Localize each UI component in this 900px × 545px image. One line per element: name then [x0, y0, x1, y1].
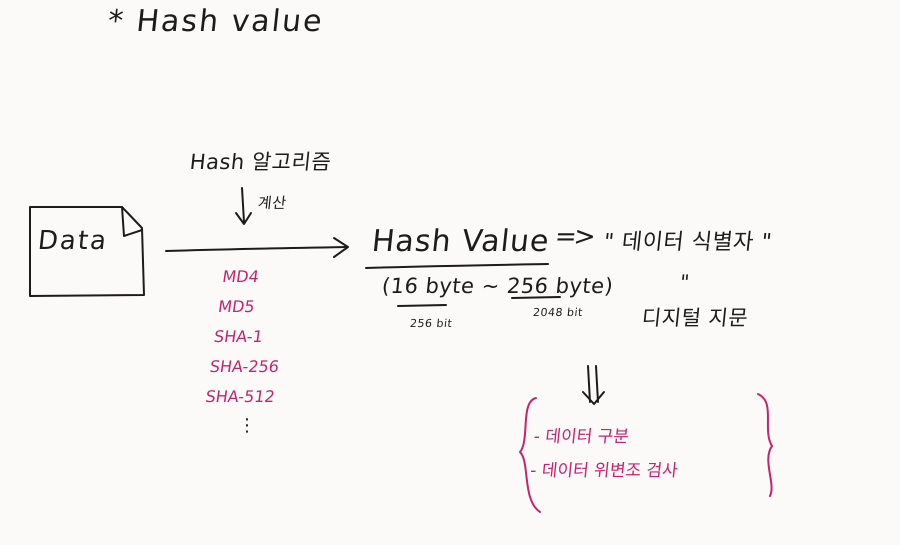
use-item: - 데이터 구분: [532, 427, 630, 447]
page-title: * Hash value: [106, 4, 326, 39]
digital-fingerprint-label: 디지털 지문: [640, 306, 750, 330]
implies-arrow: =>: [553, 222, 595, 252]
algorithm-item: SHA-1: [212, 327, 265, 346]
hash-bits-max: 2048 bit: [532, 306, 584, 319]
data-box-label: Data: [36, 226, 110, 256]
compute-arrow: [241, 187, 245, 223]
double-down-arrow: [582, 365, 605, 405]
data-identifier-label: " 데이터 식별자 ": [602, 230, 774, 255]
algorithm-item: MD5: [216, 297, 256, 316]
byte-underline-right: [511, 296, 561, 299]
uses-list: - 데이터 구분 - 데이터 위변조 검사: [528, 420, 683, 488]
compute-arrow-head: [235, 212, 252, 225]
hash-algorithm-label: Hash 알고리즘: [188, 150, 333, 174]
uses-left-brace: [519, 397, 541, 513]
hash-value-label: Hash Value: [370, 224, 552, 259]
data-box: [29, 206, 145, 297]
data-box-fold: [121, 206, 143, 237]
byte-underline-left: [397, 304, 447, 307]
hash-bits-min: 256 bit: [409, 317, 454, 330]
hash-value-underline: [365, 263, 549, 269]
use-item: - 데이터 위변조 검사: [529, 461, 679, 481]
algorithm-item: MD4: [221, 267, 261, 286]
compute-label: 계산: [257, 194, 288, 212]
algorithm-item: SHA-512: [204, 387, 277, 406]
main-arrow-head: [333, 237, 349, 258]
algorithm-item: SHA-256: [208, 357, 281, 376]
main-arrow: [165, 246, 347, 252]
hash-size-range: (16 byte ~ 256 byte): [380, 274, 615, 298]
algorithm-list-more: ⋮: [238, 415, 256, 436]
uses-right-brace: [757, 393, 773, 497]
